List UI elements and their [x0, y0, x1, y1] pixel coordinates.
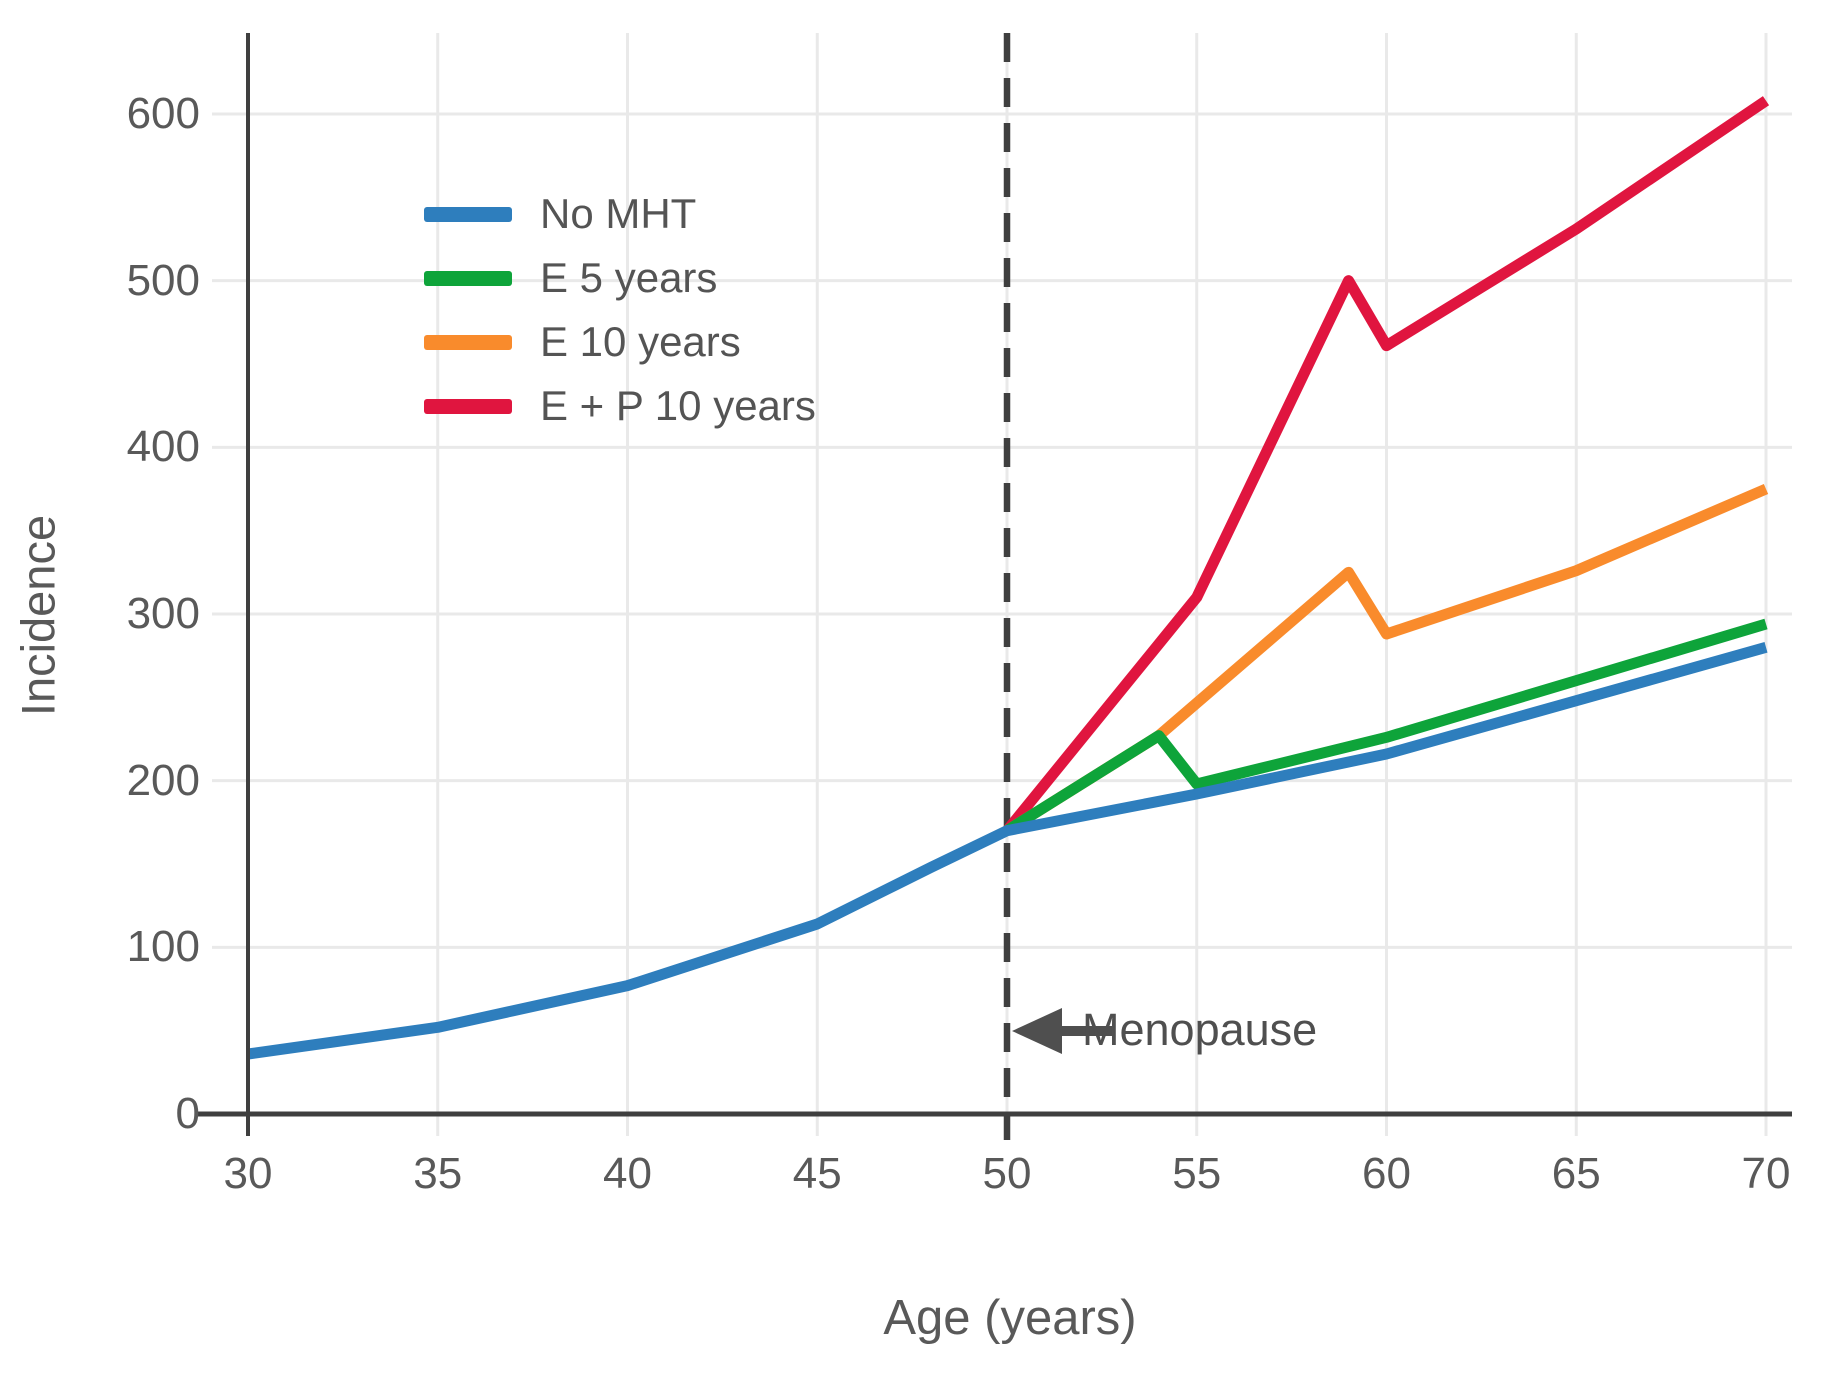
x-tick-label: 40: [603, 1149, 652, 1198]
x-tick-label: 65: [1551, 1149, 1601, 1198]
legend: No MHT E 5 years E 10 years E + P 10 yea…: [424, 182, 816, 438]
y-tick-label: 400: [126, 422, 200, 472]
menopause-arrow-shaft: [1057, 1026, 1112, 1036]
series-line-e-5-years: [1004, 618, 1768, 836]
legend-label-ep10: E + P 10 years: [540, 382, 816, 429]
series-line-no-mht: [247, 642, 1768, 1060]
y-tick-label: 100: [126, 922, 200, 972]
y-tick-label: 500: [126, 255, 200, 305]
legend-item-e5: E 5 years: [424, 246, 816, 310]
series-line-e-p-10-years: [1002, 96, 1770, 835]
menopause-annotation: Menopause: [1082, 1004, 1318, 1055]
x-tick-label: 45: [792, 1149, 842, 1198]
x-tick-label: 55: [1172, 1149, 1222, 1198]
x-tick-label: 30: [223, 1149, 273, 1198]
legend-item-ep10: E + P 10 years: [424, 374, 816, 438]
x-tick-label: 70: [1741, 1149, 1791, 1198]
y-tick-label: 200: [126, 755, 200, 805]
x-tick-label: 35: [413, 1149, 463, 1198]
y-tick-label: 600: [126, 89, 200, 138]
menopause-arrow-icon: [1012, 1008, 1062, 1054]
x-axis-title: Age (years): [883, 1291, 1137, 1345]
legend-swatch-e10: [424, 334, 512, 350]
legend-label-no-mht: No MHT: [540, 190, 697, 237]
legend-item-no-mht: No MHT: [424, 182, 816, 246]
legend-label-e10: E 10 years: [540, 318, 741, 365]
legend-swatch-no-mht: [424, 206, 512, 222]
legend-swatch-ep10: [424, 398, 512, 414]
legend-swatch-e5: [424, 270, 512, 286]
y-tick-label: 300: [126, 589, 200, 638]
legend-label-e5: E 5 years: [540, 254, 718, 301]
y-axis-title: Incidence: [11, 514, 65, 717]
x-tick-label: 50: [982, 1149, 1032, 1198]
x-tick-label: 60: [1362, 1149, 1411, 1198]
legend-item-e10: E 10 years: [424, 310, 816, 374]
y-tick-label: 0: [175, 1089, 200, 1138]
